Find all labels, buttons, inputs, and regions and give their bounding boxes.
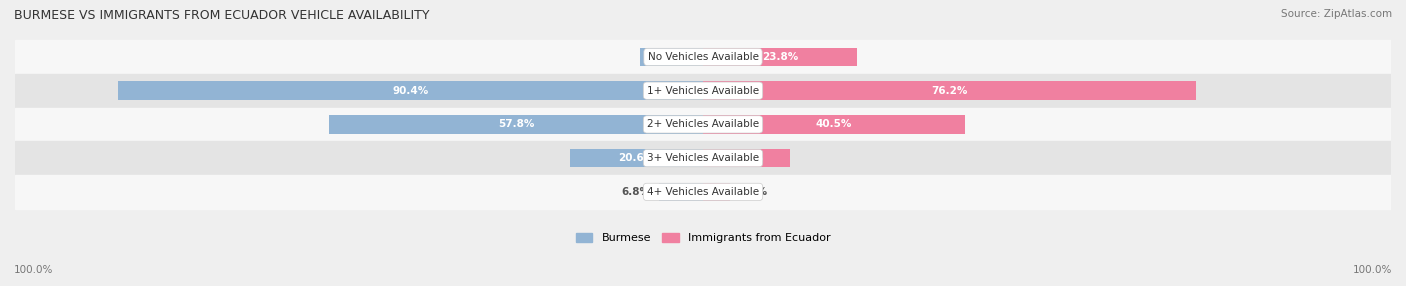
Bar	[703, 115, 965, 134]
Bar	[15, 40, 1391, 74]
Bar	[703, 82, 1195, 100]
Bar	[659, 182, 703, 201]
Bar	[15, 175, 1391, 209]
Text: Source: ZipAtlas.com: Source: ZipAtlas.com	[1281, 9, 1392, 19]
Bar	[15, 141, 1391, 175]
Text: 4.2%: 4.2%	[738, 187, 768, 197]
Legend: Burmese, Immigrants from Ecuador: Burmese, Immigrants from Ecuador	[571, 228, 835, 248]
Bar	[703, 182, 730, 201]
Bar	[15, 108, 1391, 141]
Text: No Vehicles Available: No Vehicles Available	[648, 52, 758, 62]
Text: 57.8%: 57.8%	[498, 120, 534, 129]
Text: 100.0%: 100.0%	[1353, 265, 1392, 275]
Text: 23.8%: 23.8%	[762, 52, 799, 62]
Text: 4+ Vehicles Available: 4+ Vehicles Available	[647, 187, 759, 197]
Bar	[703, 149, 790, 167]
Text: 1+ Vehicles Available: 1+ Vehicles Available	[647, 86, 759, 96]
Text: BURMESE VS IMMIGRANTS FROM ECUADOR VEHICLE AVAILABILITY: BURMESE VS IMMIGRANTS FROM ECUADOR VEHIC…	[14, 9, 430, 21]
Text: 100.0%: 100.0%	[14, 265, 53, 275]
Bar	[15, 74, 1391, 108]
Text: 76.2%: 76.2%	[931, 86, 967, 96]
Bar	[569, 149, 703, 167]
Text: 20.6%: 20.6%	[619, 153, 655, 163]
Text: 90.4%: 90.4%	[392, 86, 429, 96]
Text: 9.7%: 9.7%	[657, 52, 686, 62]
Bar	[329, 115, 703, 134]
Bar	[118, 82, 703, 100]
Bar	[703, 48, 856, 66]
Text: 40.5%: 40.5%	[815, 120, 852, 129]
Text: 13.4%: 13.4%	[728, 153, 765, 163]
Text: 6.8%: 6.8%	[621, 187, 651, 197]
Text: 2+ Vehicles Available: 2+ Vehicles Available	[647, 120, 759, 129]
Bar	[640, 48, 703, 66]
Text: 3+ Vehicles Available: 3+ Vehicles Available	[647, 153, 759, 163]
